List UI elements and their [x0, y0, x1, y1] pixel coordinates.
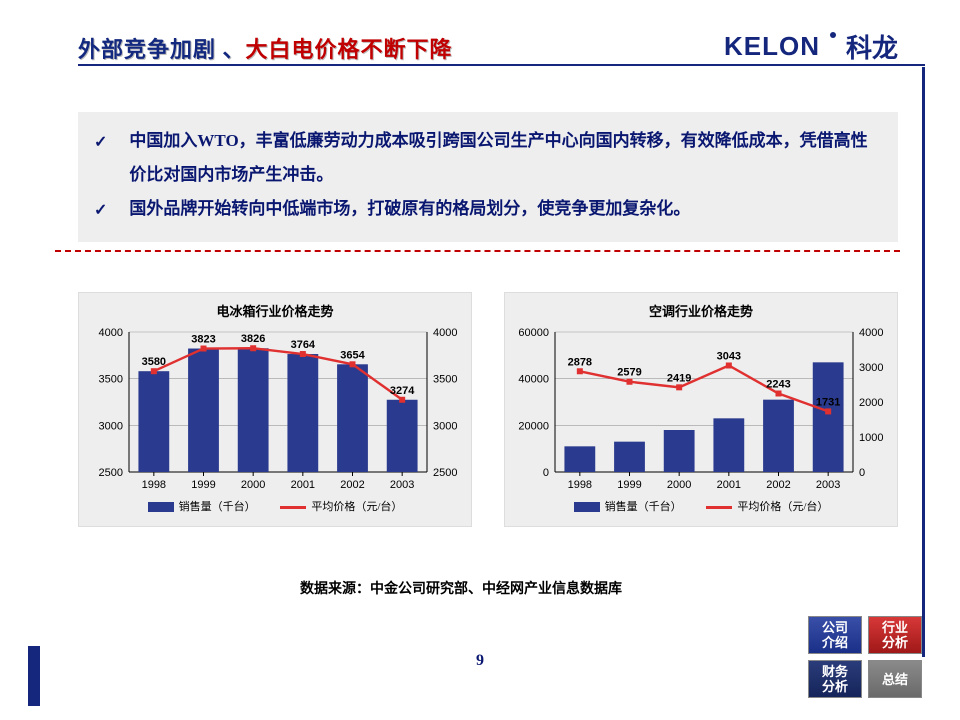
chart-left-legend: 销售量（千台） 平均价格（元/台）: [79, 498, 471, 514]
svg-text:3764: 3764: [291, 339, 316, 351]
title-part2: 大白电价格不断下降: [246, 37, 453, 62]
svg-text:1000: 1000: [859, 432, 883, 444]
svg-text:3580: 3580: [142, 356, 166, 368]
bullet-1-text: 中国加入WTO，丰富低廉劳动力成本吸引跨国公司生产中心向国内转移，有效降低成本，…: [129, 124, 882, 192]
nav-buttons: 公司 介绍 行业 分析 财务 分析 总结: [808, 616, 922, 698]
chart-left-title: 电冰箱行业价格走势: [79, 301, 471, 320]
svg-text:2878: 2878: [568, 356, 592, 368]
nav-b-label: 行业 分析: [882, 620, 908, 650]
right-border: [922, 67, 925, 657]
svg-text:2500: 2500: [99, 467, 123, 479]
legend-line-label: 平均价格（元/台）: [737, 501, 828, 513]
chart-aircon: 空调行业价格走势 0 20000 40000 60000 0 1000 2000 3000 40…: [504, 292, 898, 527]
svg-text:3654: 3654: [340, 349, 365, 361]
chart-refrigerator: 电冰箱行业价格走势 2500 3000 3500 4000 2500 3000 3500 40…: [78, 292, 472, 527]
svg-text:2002: 2002: [340, 479, 364, 491]
svg-text:40000: 40000: [518, 374, 549, 386]
legend-line-swatch: [280, 506, 306, 509]
svg-text:3000: 3000: [859, 362, 883, 374]
legend-bar-swatch: [148, 502, 174, 512]
logo-cn: 科龙: [846, 28, 898, 65]
svg-text:0: 0: [859, 467, 865, 479]
svg-text:3500: 3500: [433, 374, 457, 386]
legend-bar-label: 销售量（千台）: [179, 501, 256, 513]
svg-text:1999: 1999: [617, 479, 641, 491]
chart-right-title: 空调行业价格走势: [505, 301, 897, 320]
svg-text:4000: 4000: [99, 327, 123, 339]
nav-summary[interactable]: 总结: [868, 660, 922, 698]
svg-text:2000: 2000: [859, 397, 883, 409]
section-divider: [55, 250, 900, 252]
svg-text:4000: 4000: [433, 327, 457, 339]
svg-text:3826: 3826: [241, 333, 265, 345]
svg-text:0: 0: [543, 467, 549, 479]
title-part1: 外部竞争加剧 、: [78, 37, 246, 62]
chart-right-svg: 0 20000 40000 60000 0 1000 2000 3000 4000 1998 199…: [505, 320, 899, 500]
svg-text:3043: 3043: [717, 350, 741, 362]
legend-bar-swatch: [574, 502, 600, 512]
nav-financial-analysis[interactable]: 财务 分析: [808, 660, 862, 698]
svg-text:2243: 2243: [766, 378, 790, 390]
bullets-box: ✓ 中国加入WTO，丰富低廉劳动力成本吸引跨国公司生产中心向国内转移，有效降低成…: [78, 112, 898, 242]
nav-d-label: 总结: [882, 672, 908, 687]
svg-text:2001: 2001: [291, 479, 315, 491]
svg-text:20000: 20000: [518, 420, 549, 432]
chart-right-legend: 销售量（千台） 平均价格（元/台）: [505, 498, 897, 514]
svg-text:2002: 2002: [766, 479, 790, 491]
svg-text:3823: 3823: [191, 334, 215, 346]
svg-text:1731: 1731: [816, 396, 840, 408]
svg-text:2001: 2001: [717, 479, 741, 491]
svg-text:1998: 1998: [568, 479, 592, 491]
svg-text:2579: 2579: [617, 367, 641, 379]
logo-dot-icon: [830, 32, 836, 38]
nav-company-intro[interactable]: 公司 介绍: [808, 616, 862, 654]
bullet-1: ✓ 中国加入WTO，丰富低廉劳动力成本吸引跨国公司生产中心向国内转移，有效降低成…: [94, 124, 882, 192]
svg-text:3500: 3500: [99, 374, 123, 386]
bullet-2-text: 国外品牌开始转向中低端市场，打破原有的格局划分，使竞争更加复杂化。: [129, 192, 690, 228]
svg-text:4000: 4000: [859, 327, 883, 339]
data-source: 数据来源：中金公司研究部、中经网产业信息数据库: [300, 578, 622, 598]
chart-left-svg: 2500 3000 3500 4000 2500 3000 3500 4000 1998 1999…: [79, 320, 473, 500]
check-icon: ✓: [94, 194, 107, 228]
slide: 外部竞争加剧 、大白电价格不断下降 KELON 科龙 ✓ 中国加入WTO，丰富低…: [0, 0, 960, 720]
svg-text:2003: 2003: [816, 479, 840, 491]
legend-bar-label: 销售量（千台）: [605, 501, 682, 513]
svg-text:2419: 2419: [667, 372, 691, 384]
check-icon: ✓: [94, 126, 107, 192]
page-title: 外部竞争加剧 、大白电价格不断下降: [78, 37, 453, 62]
logo-en: KELON: [724, 31, 820, 62]
svg-text:3000: 3000: [433, 420, 457, 432]
nav-a-label: 公司 介绍: [822, 620, 848, 650]
svg-text:2500: 2500: [433, 467, 457, 479]
nav-c-label: 财务 分析: [822, 664, 848, 694]
bullet-2: ✓ 国外品牌开始转向中低端市场，打破原有的格局划分，使竞争更加复杂化。: [94, 192, 882, 228]
svg-text:60000: 60000: [518, 327, 549, 339]
svg-text:1998: 1998: [142, 479, 166, 491]
svg-text:1999: 1999: [191, 479, 215, 491]
nav-industry-analysis[interactable]: 行业 分析: [868, 616, 922, 654]
legend-line-label: 平均价格（元/台）: [311, 501, 402, 513]
svg-text:3000: 3000: [99, 420, 123, 432]
svg-text:2003: 2003: [390, 479, 414, 491]
logo: KELON 科龙: [724, 28, 898, 65]
svg-text:2000: 2000: [667, 479, 691, 491]
legend-line-swatch: [706, 506, 732, 509]
svg-text:2000: 2000: [241, 479, 265, 491]
svg-text:3274: 3274: [390, 385, 415, 397]
